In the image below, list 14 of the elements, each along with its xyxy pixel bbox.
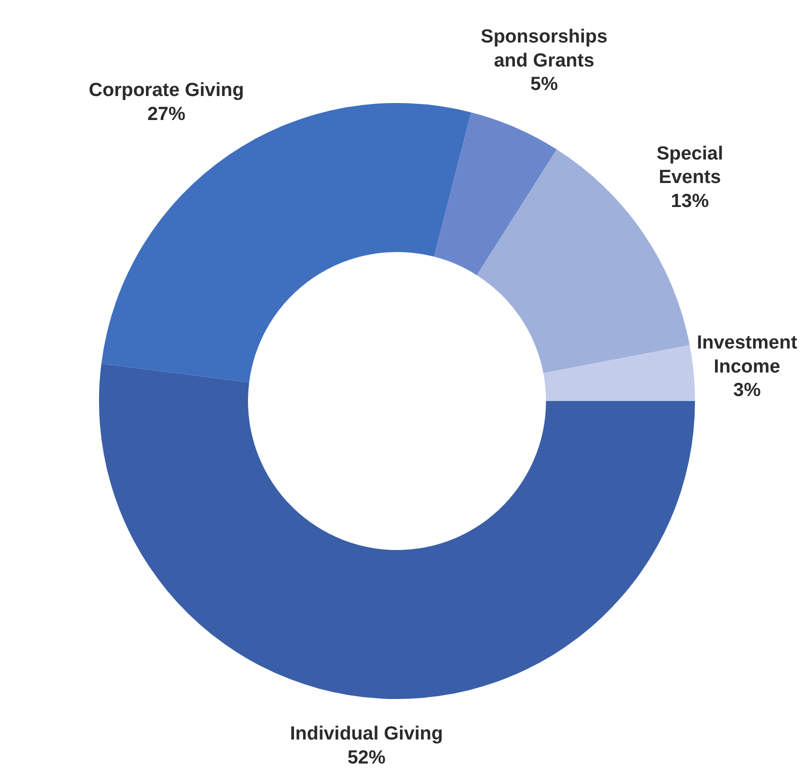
data-label: 3% xyxy=(733,380,761,402)
donut-slice xyxy=(434,112,557,276)
donut-slice xyxy=(101,103,472,382)
slice-label: Special Events xyxy=(656,143,724,188)
donut-slice xyxy=(99,364,695,698)
slice-label: Corporate Giving xyxy=(88,80,244,102)
data-label: 5% xyxy=(530,74,558,96)
donut-slice xyxy=(543,345,695,401)
slice-label: Sponsorships and Grants xyxy=(480,26,608,72)
data-label: 13% xyxy=(670,190,709,212)
data-label: 27% xyxy=(147,104,186,125)
data-label: 52% xyxy=(347,747,386,768)
slice-label: Investment Income xyxy=(696,332,798,378)
slice-label: Individual Giving xyxy=(290,724,444,744)
